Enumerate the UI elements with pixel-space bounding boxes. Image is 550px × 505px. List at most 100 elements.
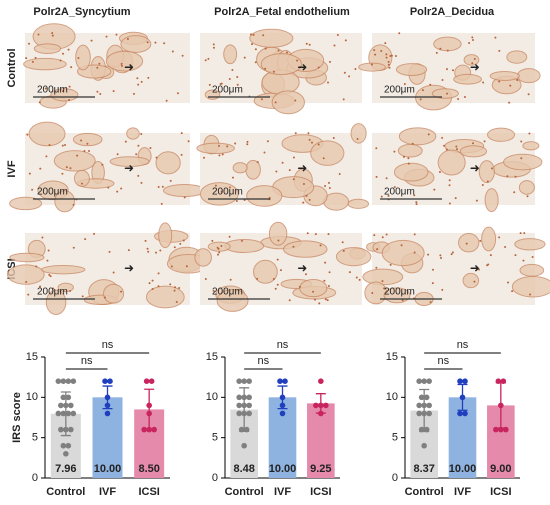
micrograph: 200μm ➜ — [372, 127, 543, 213]
nucleus — [402, 155, 405, 158]
nucleus — [264, 47, 267, 50]
nucleus — [314, 233, 317, 236]
nucleus — [441, 288, 444, 291]
tissue — [458, 233, 480, 253]
nucleus — [31, 60, 34, 63]
nucleus — [28, 42, 31, 45]
nucleus — [439, 254, 442, 257]
nucleus — [151, 279, 154, 282]
nucleus — [520, 157, 523, 160]
nucleus — [80, 182, 83, 185]
nucleus — [342, 249, 345, 252]
data-point — [418, 426, 425, 433]
nucleus — [116, 153, 119, 156]
y-tick-label: 10 — [206, 391, 218, 403]
nucleus — [509, 84, 512, 87]
micrograph: 200μm ➜ — [7, 222, 211, 316]
nucleus — [252, 33, 255, 36]
data-point — [238, 426, 245, 433]
data-point — [241, 378, 247, 385]
y-tick-label: 5 — [32, 432, 38, 444]
nucleus — [236, 83, 239, 86]
x-tick-label: IVF — [274, 486, 291, 498]
nucleus — [151, 287, 154, 290]
scale-bar-label: 200μm — [212, 85, 243, 96]
nucleus — [161, 185, 164, 188]
nucleus — [333, 44, 336, 47]
nucleus — [173, 289, 176, 292]
data-point — [146, 410, 152, 417]
nucleus — [178, 286, 181, 289]
nucleus — [61, 144, 64, 147]
data-point — [55, 378, 62, 385]
tissue — [310, 140, 345, 166]
nucleus — [526, 195, 529, 198]
y-tick-label: 10 — [386, 391, 398, 403]
nucleus — [446, 49, 449, 52]
tissue — [453, 73, 482, 85]
nucleus — [302, 183, 305, 186]
nucleus — [384, 42, 387, 45]
nucleus — [529, 293, 532, 296]
nucleus — [305, 42, 308, 45]
data-point — [318, 402, 324, 409]
tissue — [50, 88, 79, 102]
tissue — [395, 63, 428, 76]
annotation: ns — [81, 355, 93, 367]
tissue — [103, 283, 125, 304]
tissue — [350, 123, 367, 144]
data-point — [107, 378, 113, 385]
nucleus — [148, 282, 151, 285]
nucleus — [427, 133, 430, 136]
nucleus — [120, 62, 123, 65]
nucleus — [371, 63, 374, 66]
nucleus — [35, 265, 38, 268]
nucleus — [120, 64, 123, 67]
nucleus — [336, 34, 339, 37]
tissue — [381, 239, 425, 267]
nucleus — [394, 55, 397, 58]
arrow: ➜ — [470, 261, 480, 275]
tissue — [397, 143, 423, 158]
nucleus — [439, 47, 442, 50]
nucleus — [86, 142, 89, 145]
arrow: ➜ — [124, 60, 134, 74]
nucleus — [427, 253, 430, 256]
data-point — [241, 402, 247, 409]
data-point — [104, 402, 111, 409]
value-label: 8.50 — [138, 463, 159, 475]
data-point — [70, 410, 77, 417]
nucleus — [155, 251, 158, 254]
nucleus — [383, 287, 386, 290]
value-label: 8.48 — [233, 463, 254, 475]
scale-bar-label: 200μm — [384, 287, 415, 298]
scale-bar-label: 200μm — [37, 287, 68, 298]
nucleus — [443, 144, 446, 147]
nucleus — [429, 300, 432, 303]
nucleus — [34, 56, 37, 59]
nucleus — [415, 201, 418, 204]
data-point — [426, 402, 432, 409]
y-tick-label: 15 — [26, 351, 38, 363]
data-point — [60, 442, 67, 449]
data-point — [68, 402, 74, 409]
nucleus — [514, 254, 517, 257]
value-label: 8.37 — [413, 463, 434, 475]
nucleus — [226, 145, 229, 148]
nucleus — [183, 196, 186, 199]
nucleus — [450, 253, 453, 256]
micrograph: 200μm ➜ — [23, 23, 190, 109]
value-label: 10.00 — [94, 463, 122, 475]
y-tick-label: 10 — [26, 391, 38, 403]
nucleus — [52, 287, 55, 290]
data-point — [246, 402, 252, 409]
nucleus — [445, 148, 448, 151]
x-tick-label: IVF — [454, 486, 471, 498]
nucleus — [176, 92, 179, 95]
nucleus — [218, 144, 221, 147]
tissue — [45, 289, 67, 316]
tissue — [120, 35, 152, 53]
nucleus — [307, 132, 310, 135]
data-point — [277, 378, 283, 385]
